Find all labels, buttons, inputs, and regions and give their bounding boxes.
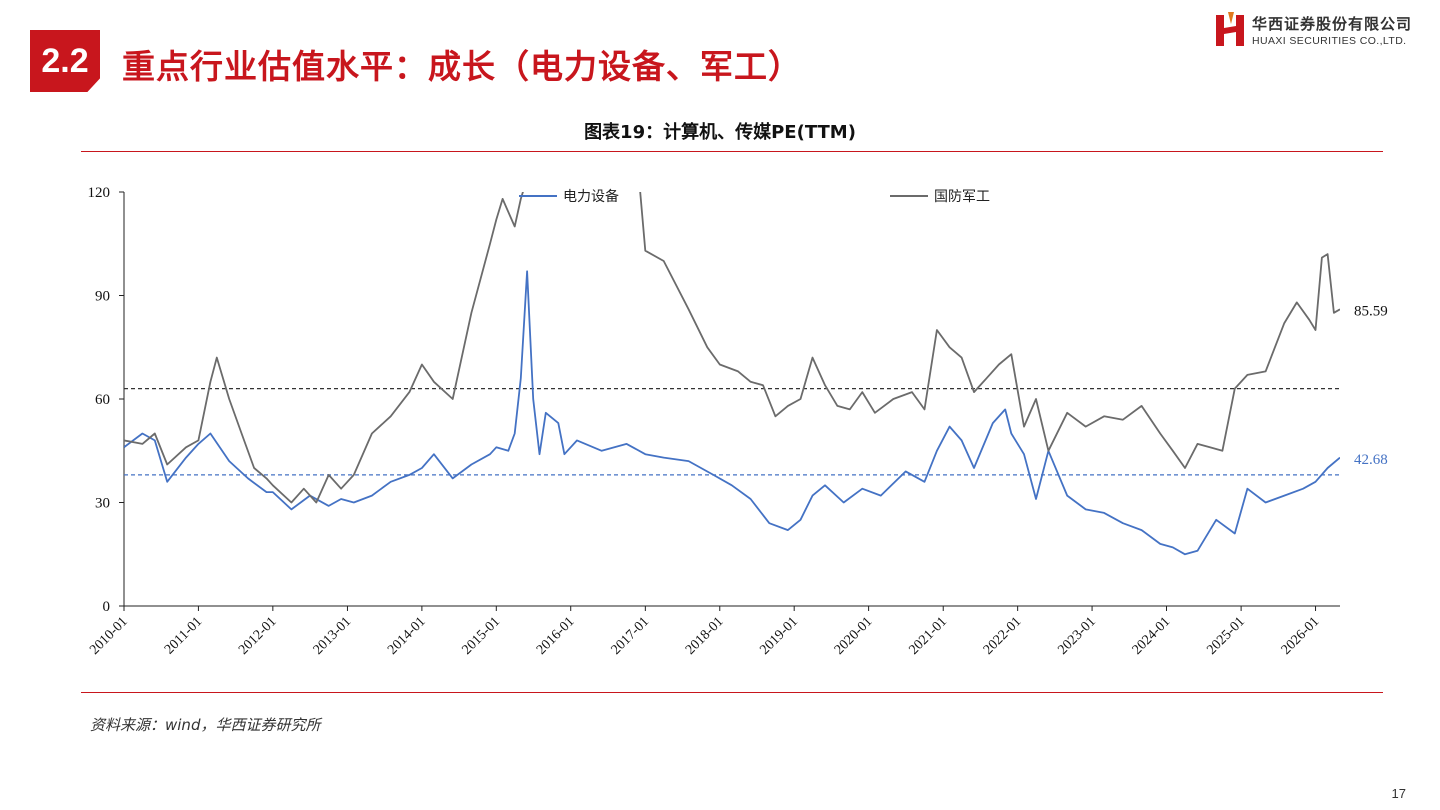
source-note: 资料来源：wind，华西证券研究所 — [90, 716, 321, 734]
page-number: 17 — [1391, 786, 1406, 801]
pe-line-chart: 0 30 60 90 120 2010-01 2011-01 2012-01 2013-01 20… — [87, 185, 1388, 658]
x-tick-label: 2020-01 — [832, 614, 876, 658]
chart-caption: 图表19：计算机、传媒PE(TTM) — [584, 122, 856, 143]
x-tick-label: 2017-01 — [609, 614, 653, 658]
x-tick-label: 2022-01 — [981, 614, 1025, 658]
x-tick-label: 2010-01 — [87, 614, 131, 658]
company-logo: 华西证券股份有限公司 HUAXI SECURITIES CO.,LTD. — [1214, 12, 1426, 52]
logo-english-name: HUAXI SECURITIES CO.,LTD. — [1252, 35, 1407, 47]
x-tick-label: 2011-01 — [162, 614, 205, 657]
section-number-badge: 2.2 — [30, 30, 100, 92]
x-tick-label: 2024-01 — [1130, 614, 1174, 658]
huaxi-logo-icon — [1216, 12, 1244, 46]
x-tick-label: 2021-01 — [906, 614, 950, 658]
y-tick-label: 0 — [103, 599, 111, 615]
defense-series-line — [124, 192, 1340, 504]
power-equipment-end-label: 42.68 — [1354, 452, 1388, 468]
x-tick-label: 2014-01 — [385, 614, 429, 658]
x-tick-label: 2025-01 — [1204, 614, 1248, 658]
x-tick-label: 2023-01 — [1055, 614, 1099, 658]
y-tick-label: 90 — [95, 289, 110, 305]
section-number: 2.2 — [41, 41, 89, 80]
x-tick-label: 2013-01 — [311, 614, 355, 658]
x-tick-label: 2026-01 — [1279, 614, 1323, 658]
x-tick-label: 2018-01 — [683, 614, 727, 658]
defense-end-label: 85.59 — [1354, 304, 1388, 320]
x-tick-label: 2019-01 — [757, 614, 801, 658]
top-rule — [81, 151, 1383, 152]
logo-chinese-name: 华西证券股份有限公司 — [1252, 15, 1413, 33]
legend-label: 电力设备 — [563, 188, 619, 205]
page-title: 重点行业估值水平：成长（电力设备、军工） — [122, 47, 802, 86]
x-tick-label: 2015-01 — [460, 614, 504, 658]
power-equipment-series-line — [124, 270, 1340, 556]
bottom-rule — [81, 692, 1383, 693]
x-tick-label: 2016-01 — [534, 614, 578, 658]
y-tick-label: 120 — [88, 185, 111, 201]
y-tick-label: 60 — [95, 392, 110, 408]
y-tick-label: 30 — [95, 496, 110, 512]
legend-label: 国防军工 — [934, 189, 990, 205]
x-tick-label: 2012-01 — [236, 614, 280, 658]
